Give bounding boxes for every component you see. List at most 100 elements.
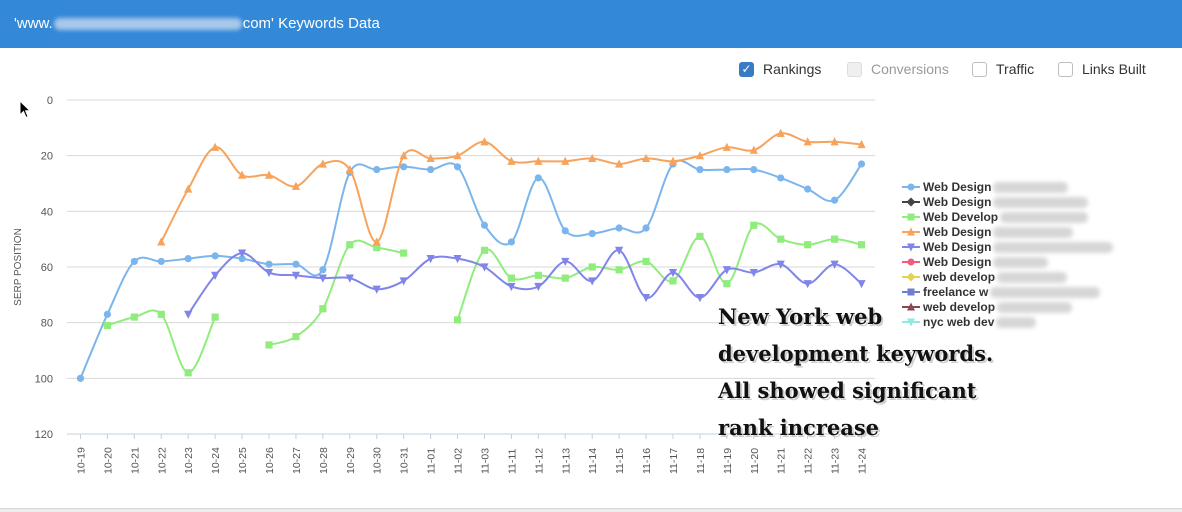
- data-point: [130, 257, 138, 266]
- data-point: [130, 313, 138, 321]
- x-tick-label: 10-22: [156, 447, 168, 474]
- title-prefix: 'www.: [14, 15, 53, 32]
- rankings-label: Rankings: [763, 61, 822, 77]
- panel-header: 'www. com' Keywords Data: [0, 0, 1182, 48]
- data-point: [237, 249, 247, 258]
- legend-series-name: Web Design: [923, 195, 992, 209]
- redacted-keyword: [997, 272, 1068, 284]
- redacted-keyword: [1000, 212, 1089, 224]
- data-point: [588, 277, 597, 286]
- data-point: [642, 224, 650, 232]
- x-tick-label: 10-25: [237, 447, 249, 474]
- legend-swatch: [902, 258, 920, 266]
- x-tick-label: 11-24: [857, 448, 869, 474]
- data-point: [615, 246, 624, 255]
- rankings-checkbox[interactable]: ✓: [739, 61, 754, 77]
- traffic-checkbox[interactable]: [972, 61, 987, 77]
- series-2: [103, 221, 866, 377]
- data-point: [534, 271, 542, 279]
- data-point: [776, 260, 785, 269]
- legend-marker: [907, 302, 915, 311]
- legend-label: web develop: [923, 300, 1073, 315]
- data-point: [561, 274, 569, 282]
- panel-title: 'www. com' Keywords Data: [14, 15, 380, 32]
- legend-marker: [907, 213, 915, 221]
- legend-series-name: freelance w: [923, 285, 989, 299]
- x-tick-label: 10-30: [372, 447, 384, 474]
- data-point: [534, 174, 542, 182]
- data-point: [480, 221, 489, 229]
- y-tick-label: 120: [35, 429, 53, 441]
- toggle-conversions[interactable]: Conversions: [847, 61, 949, 77]
- x-tick-label: 10-19: [75, 447, 87, 474]
- data-point: [480, 137, 489, 146]
- redacted-keyword: [996, 317, 1037, 329]
- redacted-keyword: [993, 242, 1114, 254]
- legend-series-name: Web Design: [923, 240, 992, 254]
- data-point: [857, 160, 866, 168]
- data-point: [696, 232, 704, 240]
- legend-label: Web Design: [923, 195, 1089, 210]
- toggle-rankings[interactable]: ✓ Rankings: [739, 61, 821, 77]
- data-point: [372, 237, 381, 246]
- metric-toggles: ✓ Rankings Conversions Traffic Links Bui…: [0, 61, 1182, 81]
- x-tick-label: 10-27: [291, 447, 303, 474]
- data-point: [453, 163, 462, 171]
- legend-marker: [907, 243, 915, 252]
- data-point: [641, 153, 651, 163]
- legend-label: web develop: [923, 270, 1068, 285]
- x-tick-label: 10-26: [264, 447, 276, 474]
- data-point: [803, 280, 812, 289]
- data-point: [722, 142, 731, 151]
- redacted-keyword: [993, 182, 1069, 194]
- data-point: [615, 266, 623, 274]
- data-point: [777, 235, 785, 243]
- x-tick-label: 11-23: [830, 448, 842, 474]
- data-point: [345, 164, 354, 174]
- legend-label: Web Design: [923, 255, 1049, 270]
- redacted-keyword: [993, 227, 1074, 239]
- legend-swatch: [902, 183, 920, 191]
- x-tick-label: 11-19: [722, 448, 734, 474]
- data-point: [319, 266, 327, 274]
- redacted-keyword: [993, 197, 1089, 209]
- legend-series-name: Web Design: [923, 225, 992, 239]
- series-3: [157, 128, 866, 246]
- data-point: [641, 294, 651, 303]
- toggle-traffic[interactable]: Traffic: [972, 61, 1034, 77]
- legend-marker: [907, 227, 915, 236]
- legend-marker: [907, 288, 915, 296]
- legend-marker: [907, 318, 915, 327]
- toggle-links-built[interactable]: Links Built: [1058, 61, 1146, 77]
- data-point: [346, 241, 354, 249]
- data-point: [399, 151, 408, 160]
- x-tick-label: 11-13: [560, 448, 572, 474]
- legend-series-name: web develop: [923, 270, 996, 284]
- data-point: [668, 156, 678, 165]
- legend-series-name: Web Design: [923, 255, 992, 269]
- data-point: [749, 145, 758, 154]
- data-point: [561, 257, 570, 267]
- data-point: [211, 142, 220, 151]
- data-point: [157, 257, 165, 266]
- data-point: [804, 241, 812, 249]
- series-line: [107, 309, 217, 374]
- x-tick-label: 11-03: [479, 448, 491, 474]
- legend-label: Web Design: [923, 225, 1074, 240]
- data-point: [507, 238, 515, 246]
- data-point: [857, 139, 866, 149]
- data-point: [211, 313, 219, 321]
- data-point: [668, 268, 678, 278]
- data-point: [103, 310, 112, 318]
- series-line: [268, 239, 404, 346]
- links-built-checkbox[interactable]: [1058, 61, 1073, 77]
- data-point: [507, 282, 516, 292]
- data-point: [615, 224, 623, 232]
- legend-label: Web Design: [923, 180, 1069, 195]
- legend-label: freelance w: [923, 285, 1101, 300]
- data-point: [238, 255, 246, 263]
- conversions-checkbox[interactable]: [847, 61, 862, 77]
- data-point: [211, 271, 220, 280]
